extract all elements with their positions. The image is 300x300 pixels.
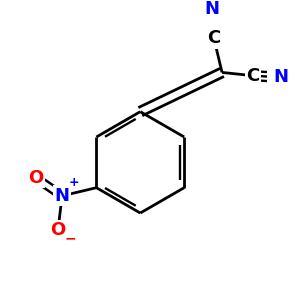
Text: −: −: [64, 231, 76, 245]
Text: O: O: [50, 221, 66, 239]
Text: C: C: [207, 29, 220, 47]
Text: N: N: [205, 0, 220, 18]
Text: O: O: [28, 169, 44, 187]
Text: N: N: [55, 187, 70, 205]
Text: N: N: [273, 68, 288, 86]
Text: +: +: [68, 176, 79, 189]
Text: C: C: [247, 67, 260, 85]
